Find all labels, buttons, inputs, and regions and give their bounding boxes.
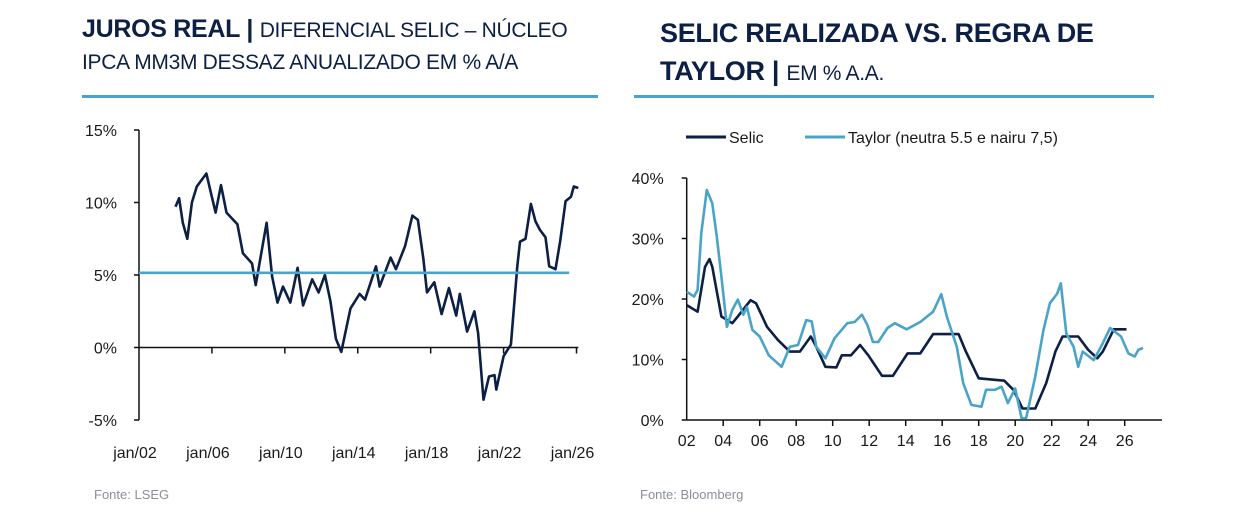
y-tick-label: -5% <box>89 413 117 430</box>
right-chart: 40% 30% 20% 10% 0% 02 04 06 08 10 12 14 16 18 20 22 24 26… <box>632 130 1162 450</box>
x-tick-label: 24 <box>1079 433 1097 450</box>
x-tick-label: 18 <box>970 433 988 450</box>
y-tick-label: 10% <box>632 353 664 370</box>
y-tick-label: 5% <box>94 268 117 285</box>
left-title-light-1: DIFERENCIAL SELIC – NÚCLEO <box>259 19 568 42</box>
x-tick-label: jan/18 <box>404 445 449 462</box>
series-line-selic <box>686 257 1127 410</box>
series-line-real-rate <box>174 172 579 401</box>
x-tick-label: 06 <box>751 433 769 450</box>
x-tick-label: 12 <box>860 433 878 450</box>
x-tick-label: 26 <box>1116 433 1134 450</box>
x-tick-label: jan/14 <box>331 445 376 462</box>
x-tick-label: 08 <box>787 433 805 450</box>
y-tick-label: 20% <box>632 292 664 309</box>
x-tick-label: jan/06 <box>185 445 230 462</box>
left-chart: 15% 10% 5% 0% -5% jan/02 jan/06 jan/10 jan/14 jan… <box>85 123 594 462</box>
x-tick-label: jan/02 <box>112 445 157 462</box>
y-tick-label: 10% <box>85 196 117 213</box>
x-tick-label: 04 <box>714 433 732 450</box>
x-tick-label: 02 <box>678 433 696 450</box>
legend-label: Taylor (neutra 5.5 e nairu 7,5) <box>848 130 1058 147</box>
x-tick-label: jan/26 <box>550 445 595 462</box>
legend-label: Selic <box>729 130 764 147</box>
right-title-rule <box>634 95 1154 98</box>
y-tick-label: 30% <box>632 232 664 249</box>
left-chart-title: JUROS REAL | DIFERENCIAL SELIC – NÚCLEO … <box>82 14 568 78</box>
y-tick-label: 0% <box>641 413 664 430</box>
x-tick-label: 22 <box>1043 433 1061 450</box>
left-title-rule <box>82 95 598 98</box>
y-tick-label: 40% <box>632 171 664 188</box>
left-source: Fonte: LSEG <box>94 487 170 502</box>
x-tick-label: 14 <box>897 433 915 450</box>
x-tick-label: 20 <box>1006 433 1024 450</box>
y-tick-label: 15% <box>85 123 117 140</box>
x-tick-label: 16 <box>933 433 951 450</box>
right-title-bold-2: TAYLOR | <box>660 56 780 86</box>
series-line-taylor <box>685 188 1144 420</box>
right-source: Fonte: Bloomberg <box>640 487 744 502</box>
left-title-bold: JUROS REAL | <box>82 15 254 43</box>
right-title-bold-1: SELIC REALIZADA VS. REGRA DE <box>660 18 1094 48</box>
x-tick-label: jan/22 <box>477 445 522 462</box>
right-title-light: EM % A.A. <box>786 62 885 85</box>
x-tick-label: 10 <box>824 433 842 450</box>
y-tick-label: 0% <box>94 341 117 358</box>
x-tick-label: jan/10 <box>258 445 303 462</box>
left-title-light-2: IPCA MM3M DESSAZ ANUALIZADO EM % A/A <box>82 51 519 74</box>
right-chart-title: SELIC REALIZADA VS. REGRA DE TAYLOR | EM… <box>660 14 1094 93</box>
